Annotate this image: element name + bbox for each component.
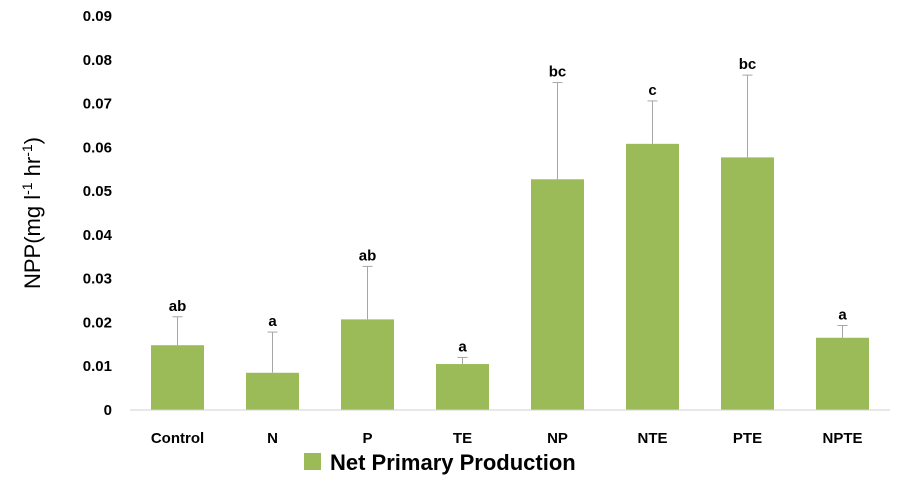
x-tick-label: NTE xyxy=(638,430,668,447)
significance-label: ab xyxy=(169,298,187,315)
significance-label: a xyxy=(838,307,847,324)
significance-label: ab xyxy=(359,247,377,264)
y-tick-label: 0.06 xyxy=(83,139,112,156)
y-tick-label: 0.03 xyxy=(83,271,112,288)
x-tick-label: PTE xyxy=(733,430,762,447)
legend-swatch xyxy=(304,453,321,470)
y-tick-label: 0.08 xyxy=(83,52,112,69)
bars xyxy=(151,143,869,410)
x-tick-label: NPTE xyxy=(822,430,862,447)
significance-label: a xyxy=(458,338,467,355)
error-bars xyxy=(172,74,848,373)
y-tick-label: 0.01 xyxy=(83,358,112,375)
y-tick-label: 0.04 xyxy=(83,227,113,244)
x-tick-label: NP xyxy=(547,430,568,447)
y-axis-ticks: 0 0.01 0.02 0.03 0.04 0.05 0.06 0.07 0.08 0.09 xyxy=(83,8,113,419)
bar xyxy=(246,372,299,410)
legend: Net Primary Production xyxy=(304,450,576,475)
significance-label: a xyxy=(268,313,277,330)
bar xyxy=(436,364,489,410)
y-tick-label: 0.07 xyxy=(83,96,112,113)
x-axis-labels: Control N P TE NP NTE PTE NPTE xyxy=(151,430,863,447)
y-tick-label: 0.02 xyxy=(83,314,112,331)
bar xyxy=(721,157,774,410)
bar xyxy=(151,345,204,410)
significance-label: bc xyxy=(739,56,757,73)
bar xyxy=(626,143,679,410)
bar xyxy=(341,319,394,410)
x-tick-label: TE xyxy=(453,430,472,447)
significance-label: bc xyxy=(549,64,567,81)
bar xyxy=(531,179,584,410)
x-tick-label: Control xyxy=(151,430,204,447)
legend-label: Net Primary Production xyxy=(330,450,576,475)
y-tick-label: 0 xyxy=(104,402,112,419)
x-tick-label: P xyxy=(362,430,372,447)
significance-label: c xyxy=(648,82,656,99)
x-tick-label: N xyxy=(267,430,278,447)
y-tick-label: 0.05 xyxy=(83,183,112,200)
y-tick-label: 0.09 xyxy=(83,8,112,25)
bar xyxy=(816,337,869,410)
y-axis-label: NPP(mg l-1 hr-1) xyxy=(19,137,45,289)
significance-labels: ab a ab a bc c bc a xyxy=(169,56,848,355)
